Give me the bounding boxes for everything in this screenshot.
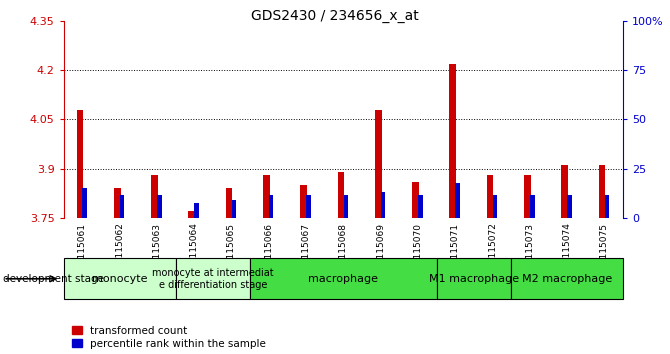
Text: monocyte: monocyte	[92, 274, 147, 284]
Text: macrophage: macrophage	[308, 274, 379, 284]
Bar	[300, 185, 307, 218]
Bar	[561, 165, 568, 218]
Bar	[232, 200, 236, 218]
Bar	[599, 165, 606, 218]
Text: M2 macrophage: M2 macrophage	[522, 274, 612, 284]
Bar	[76, 110, 83, 218]
Bar	[194, 203, 199, 218]
Bar	[176, 258, 250, 299]
Bar	[338, 172, 344, 218]
Bar	[375, 110, 382, 218]
Bar	[450, 64, 456, 218]
Bar	[530, 195, 535, 218]
Bar	[250, 258, 437, 299]
Bar	[306, 195, 311, 218]
Bar	[114, 188, 121, 218]
Bar	[120, 195, 124, 218]
Bar	[418, 195, 423, 218]
Bar	[157, 195, 161, 218]
Bar	[263, 175, 270, 218]
Bar	[511, 258, 623, 299]
Text: monocyte at intermediat
e differentiation stage: monocyte at intermediat e differentiatio…	[152, 268, 273, 290]
Text: M1 macrophage: M1 macrophage	[429, 274, 519, 284]
Legend: transformed count, percentile rank within the sample: transformed count, percentile rank withi…	[72, 326, 266, 349]
Text: development stage: development stage	[3, 274, 105, 284]
Text: GDS2430 / 234656_x_at: GDS2430 / 234656_x_at	[251, 9, 419, 23]
Bar	[524, 175, 531, 218]
Bar	[604, 195, 609, 218]
Bar	[437, 258, 511, 299]
Bar	[487, 175, 494, 218]
Bar	[344, 195, 348, 218]
Bar	[492, 195, 497, 218]
Bar	[456, 183, 460, 218]
Bar	[82, 188, 87, 218]
Bar	[567, 195, 572, 218]
Bar	[226, 188, 232, 218]
Bar	[381, 192, 385, 218]
Bar	[64, 258, 176, 299]
Bar	[412, 182, 419, 218]
Bar	[269, 195, 273, 218]
Bar	[188, 211, 195, 218]
Bar	[151, 175, 158, 218]
